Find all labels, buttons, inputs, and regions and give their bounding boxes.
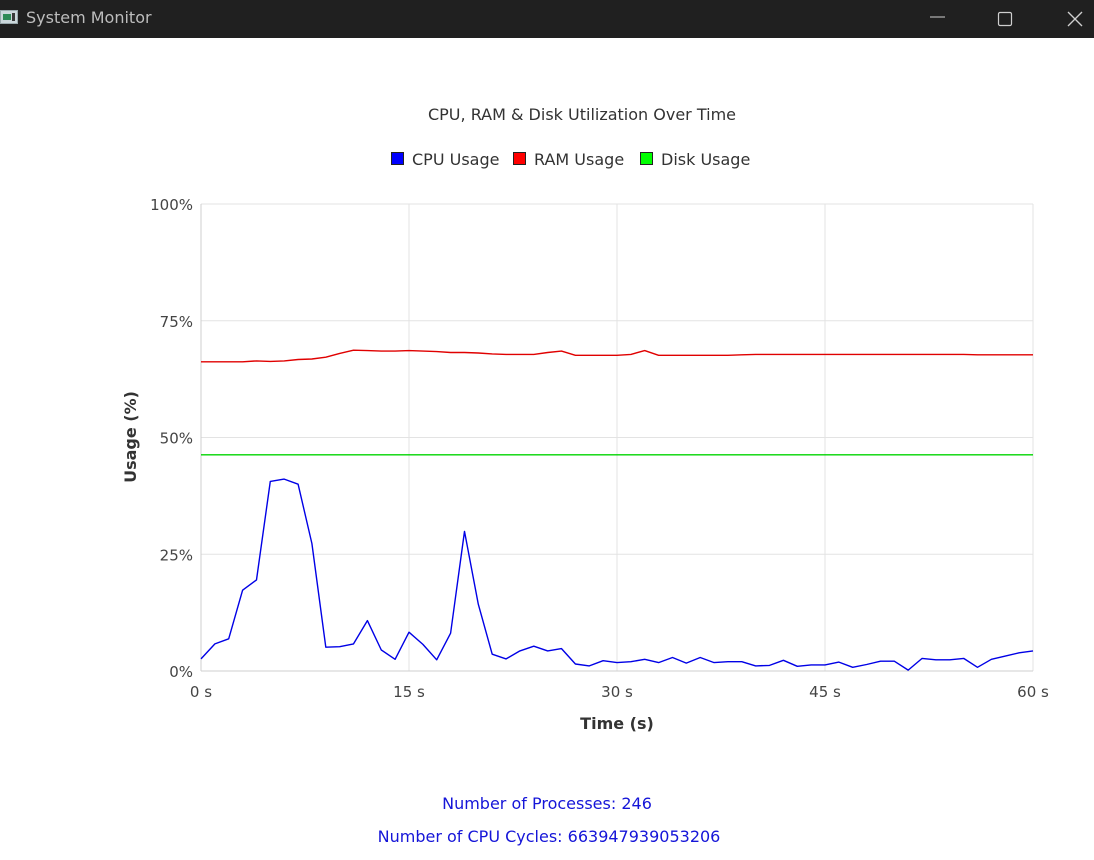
y-tick-label: 75% [160,313,193,331]
minimize-icon [929,11,945,27]
legend-swatch [641,153,653,165]
x-axis-ticks: 0 s 15 s 30 s 45 s 60 s [190,683,1049,701]
cpu-cycles-count: Number of CPU Cycles: 663947939053206 [2,827,1094,846]
x-tick-label: 15 s [393,683,425,701]
cycles-value: 663947939053206 [568,827,721,846]
y-axis-label: Usage (%) [121,391,140,483]
minimize-button[interactable] [914,0,960,38]
cycles-label: Number of CPU Cycles: [378,827,563,846]
close-button[interactable] [1052,0,1094,38]
legend-swatch [392,153,404,165]
legend-label: CPU Usage [412,150,499,169]
legend-swatch [514,153,526,165]
chart-title: CPU, RAM & Disk Utilization Over Time [428,105,736,124]
window-title: System Monitor [26,8,152,27]
x-axis-label: Time (s) [580,714,654,733]
y-axis-ticks: 0% 25% 50% 75% 100% [150,196,193,681]
app-icon [0,10,18,24]
legend-item-disk-usage[interactable]: Disk Usage [641,150,751,169]
legend-item-cpu-usage[interactable]: CPU Usage [392,150,500,169]
maximize-icon [997,11,1013,27]
chart-legend: CPU Usage RAM Usage Disk Usage [392,150,751,169]
legend-item-ram-usage[interactable]: RAM Usage [514,150,625,169]
processes-label: Number of Processes: [442,794,616,813]
maximize-button[interactable] [982,0,1028,38]
x-tick-label: 60 s [1017,683,1049,701]
window-titlebar: System Monitor [0,0,1094,38]
y-tick-label: 50% [160,430,193,448]
x-tick-label: 0 s [190,683,212,701]
legend-label: Disk Usage [661,150,750,169]
processes-count: Number of Processes: 246 [0,794,1094,813]
utilization-chart: CPU, RAM & Disk Utilization Over Time CP… [0,38,1094,758]
close-icon [1067,11,1083,27]
y-tick-label: 25% [160,546,193,564]
x-tick-label: 45 s [809,683,841,701]
y-tick-label: 0% [169,663,193,681]
processes-value: 246 [621,794,652,813]
chart-grid [201,204,1033,671]
legend-label: RAM Usage [534,150,624,169]
x-tick-label: 30 s [601,683,633,701]
y-tick-label: 100% [150,196,193,214]
